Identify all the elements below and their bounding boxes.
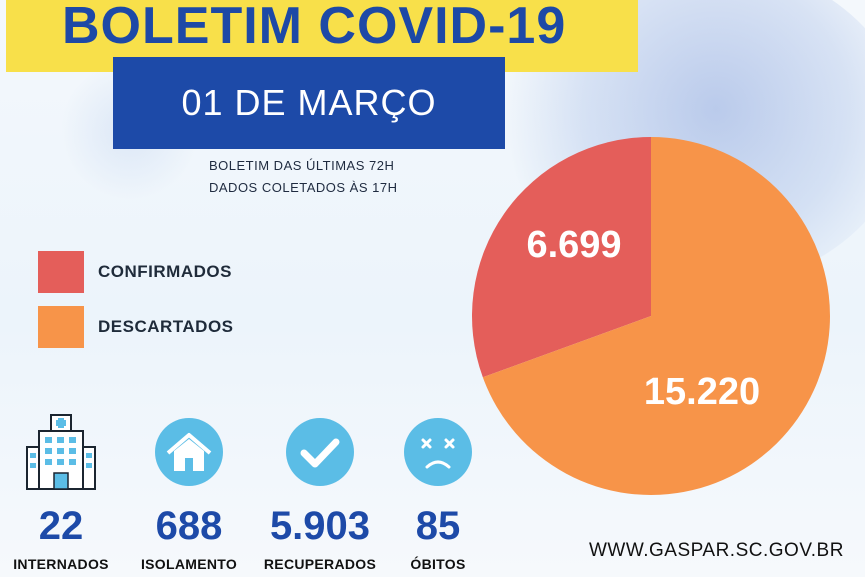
house-icon [104, 412, 274, 492]
date-text: 01 DE MARÇO [181, 82, 437, 123]
stat-recuperados: 5.903 RECUPERADOS [235, 412, 405, 572]
hospital-icon [0, 412, 146, 492]
stat-label-isolamento: ISOLAMENTO [140, 556, 238, 572]
date-banner: 01 DE MARÇO [113, 57, 505, 149]
stat-value-recuperados: 5.903 [269, 504, 371, 548]
pie-value-label-confirmados: 6.699 [526, 224, 621, 266]
page-title: BOLETIM COVID-19 [62, 0, 567, 55]
legend-swatch-confirmados [38, 251, 84, 293]
stat-value-obitos: 85 [415, 504, 461, 548]
stat-label-internados: INTERNADOS [13, 556, 109, 572]
stat-value-internados: 22 [38, 504, 84, 548]
stat-label-obitos: ÓBITOS [410, 556, 466, 572]
stat-internados: 22 INTERNADOS [0, 412, 146, 572]
checkmark-icon [235, 412, 405, 492]
legend-swatch-descartados [38, 306, 84, 348]
legend-item-confirmados: CONFIRMADOS [38, 251, 232, 293]
legend-label-confirmados: CONFIRMADOS [98, 262, 232, 281]
note-line-1: BOLETIM DAS ÚLTIMAS 72H [209, 158, 395, 173]
footer-url: WWW.GASPAR.SC.GOV.BR [589, 540, 844, 561]
pie-slice-descartados [482, 137, 830, 495]
stat-obitos: 85 ÓBITOS [353, 412, 523, 572]
pie-slice-confirmados [472, 137, 651, 378]
stat-isolamento: 688 ISOLAMENTO [104, 412, 274, 572]
pie-value-label-descartados: 15.220 [644, 371, 760, 413]
stat-value-isolamento: 688 [155, 504, 223, 548]
legend-label-descartados: DESCARTADOS [98, 317, 234, 336]
legend-item-descartados: DESCARTADOS [38, 306, 234, 348]
note-line-2: DADOS COLETADOS ÀS 17H [209, 180, 398, 195]
sad-face-icon [353, 412, 523, 492]
stat-label-recuperados: RECUPERADOS [263, 556, 377, 572]
